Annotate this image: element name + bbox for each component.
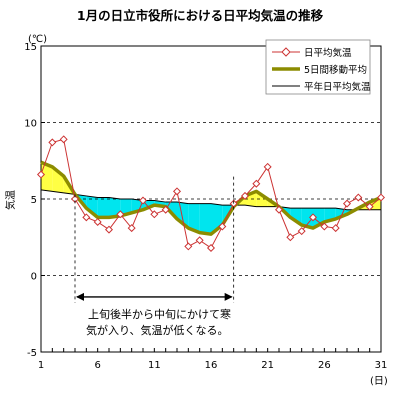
- daily-temperature-point: [365, 202, 374, 211]
- daily-temperature-point: [116, 210, 125, 219]
- daily-temperature-point: [206, 243, 216, 252]
- x-tick-label: 11: [148, 360, 161, 371]
- daily-temperature-point: [286, 233, 295, 242]
- daily-temperature-point: [48, 138, 57, 147]
- legend: 日平均気温 5日間移動平均 平年日平均気温: [265, 39, 371, 95]
- series-layer: [36, 135, 386, 252]
- y-unit-label: (℃): [28, 34, 47, 45]
- normal-temperature-line: [40, 189, 381, 211]
- daily-temperature-point: [82, 213, 91, 222]
- x-tick-label: 31: [375, 360, 388, 371]
- daily-temperature-point: [184, 242, 193, 251]
- fill-below-normal: [301, 208, 313, 229]
- x-unit-label: (日): [370, 376, 388, 387]
- x-tick-label: 21: [261, 360, 274, 371]
- daily-temperature-point: [150, 210, 159, 219]
- annotation-text-line2: 気が入り、気温が低くなる。: [86, 323, 229, 337]
- y-tick-label: 0: [31, 272, 37, 283]
- daily-temperature-point: [127, 224, 136, 233]
- x-tick-label: 26: [318, 360, 331, 371]
- daily-temperature-point: [263, 162, 272, 171]
- daily-temperature-point: [172, 187, 182, 196]
- daily-temperature-point: [59, 135, 68, 144]
- daily-temperature-point: [240, 191, 250, 200]
- daily-temperature-point: [297, 227, 306, 236]
- fill-below-normal: [290, 208, 302, 226]
- fill-below-normal: [97, 197, 109, 218]
- x-tick-label: 1: [38, 360, 44, 371]
- x-tick-label: 6: [94, 360, 100, 371]
- y-tick-label: 15: [24, 42, 37, 53]
- legend-marker-daily: [281, 47, 291, 57]
- fill-above-normal: [52, 166, 64, 193]
- daily-temperature-point: [342, 199, 352, 208]
- fill-below-normal: [109, 197, 121, 218]
- legend-label-daily: 日平均気温: [304, 47, 352, 59]
- annotation-text-line1: 上旬後半から中旬にかけて寒: [88, 307, 231, 321]
- y-axis-label: 気温: [4, 190, 17, 210]
- daily-temperature-point: [195, 236, 204, 245]
- daily-temperature-point: [331, 224, 340, 233]
- y-tick-label: 5: [31, 195, 37, 206]
- legend-label-moving-average: 5日間移動平均: [304, 64, 367, 76]
- daily-temperature-point: [104, 225, 114, 234]
- daily-temperature-point: [218, 222, 227, 231]
- x-tick-label: 16: [205, 360, 218, 371]
- daily-temperature-point: [161, 205, 170, 214]
- daily-temperature-point: [354, 193, 363, 202]
- legend-box: [265, 39, 371, 95]
- annotation-layer: [74, 176, 235, 303]
- grid-layer: [41, 122, 381, 276]
- fill-above-normal: [41, 162, 53, 192]
- fill-below-normal: [177, 202, 189, 229]
- daily-temperature-point: [308, 213, 318, 222]
- fill-below-normal: [188, 203, 200, 233]
- fill-below-normal: [199, 203, 211, 235]
- y-tick-label: 10: [24, 119, 37, 130]
- daily-temperature-point: [138, 196, 148, 205]
- daily-temperature-point: [274, 205, 284, 214]
- deviation-fill-layer: [41, 162, 381, 235]
- moving-average-line: [40, 160, 382, 236]
- fill-below-normal: [120, 199, 132, 216]
- fill-below-normal: [86, 195, 98, 218]
- daily-temperature-point: [93, 217, 102, 226]
- daily-temperature-point: [252, 179, 261, 188]
- legend-label-normal: 平年日平均気温: [304, 81, 371, 93]
- y-tick-label: -5: [27, 348, 37, 359]
- chart-title: 1月の日立市役所における日平均気温の推移: [77, 8, 324, 23]
- daily-temperature-point: [320, 222, 329, 231]
- daily-temperature-point: [376, 193, 386, 202]
- annotation-arrow-head-left: [76, 292, 84, 301]
- daily-temperature-point: [36, 170, 46, 179]
- annotation-arrow-head-right: [224, 292, 233, 301]
